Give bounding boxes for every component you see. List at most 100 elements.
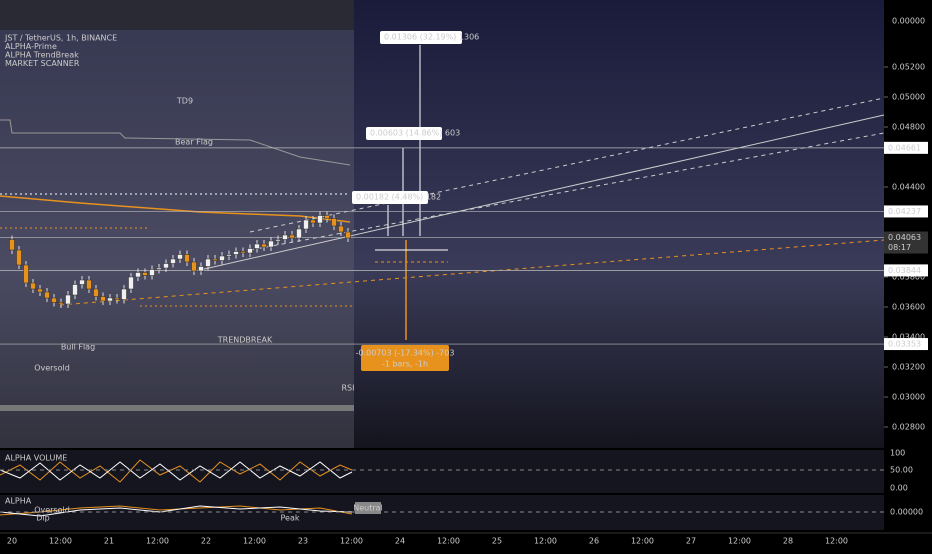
- price-tag-label: 0.03353: [888, 340, 921, 349]
- candle: [16, 249, 22, 266]
- time-label: 27: [686, 537, 696, 546]
- candle: [23, 264, 29, 284]
- legend-line: ALPHA-Prime: [5, 42, 57, 51]
- dip: Dip: [36, 514, 49, 523]
- candle: [149, 269, 155, 276]
- price-tag-label: 0.04661: [888, 143, 921, 152]
- candle: [233, 251, 239, 255]
- history-shade: [0, 0, 354, 448]
- time-label: 23: [298, 537, 308, 546]
- candle: [121, 288, 127, 300]
- candle: [268, 240, 274, 248]
- volume-pane: [0, 450, 884, 493]
- pane-title: ALPHA VOLUME: [5, 454, 67, 463]
- legend-line: JST / TetherUS, 1h, BINANCE: [4, 34, 117, 43]
- candle: [65, 294, 71, 305]
- candle: [100, 296, 106, 302]
- candle: [289, 234, 295, 239]
- volume-line: [0, 461, 353, 481]
- time-label: 12:00: [825, 537, 848, 546]
- candle: [254, 243, 260, 249]
- time-label: 12:00: [146, 537, 169, 546]
- bull-flag: Bull Flag: [61, 343, 95, 352]
- price-tick-label: 0.03600: [892, 303, 925, 312]
- down-label: -1 bars, -1h: [382, 360, 428, 369]
- bear-flag: Bear Flag: [175, 138, 213, 147]
- candle: [142, 272, 148, 276]
- candle: [303, 219, 309, 230]
- price-tag: [884, 231, 928, 254]
- candle: [282, 234, 288, 240]
- price-tag: [884, 264, 928, 277]
- scanner-strip: [0, 0, 354, 30]
- signal-strip: [0, 405, 354, 411]
- projection: [249, 132, 885, 251]
- projection: [199, 114, 885, 271]
- candle: [212, 258, 218, 261]
- rsi: RSI: [342, 384, 355, 393]
- price-tag-label: 0.04237: [888, 207, 921, 216]
- price-tick-label: 0.00000: [892, 17, 925, 26]
- candle: [324, 215, 330, 219]
- trend-line: [59, 239, 885, 306]
- pane-tick: 50.00: [890, 466, 913, 475]
- candle: [240, 251, 246, 254]
- candle: [30, 282, 36, 290]
- time-label: 22: [201, 537, 211, 546]
- candle: [156, 267, 162, 270]
- time-label: 12:00: [631, 537, 654, 546]
- legend-line: MARKET SCANNER: [5, 59, 80, 68]
- legend-line: ALPHA TrendBreak: [5, 51, 79, 60]
- candle: [205, 258, 211, 267]
- candle: [331, 218, 337, 227]
- measure-box: [380, 31, 462, 44]
- candle: [128, 276, 134, 290]
- candle: [107, 297, 113, 302]
- candle: [51, 297, 57, 303]
- candle: [296, 228, 302, 239]
- candle: [184, 254, 190, 263]
- neutral: Neutral: [353, 504, 383, 513]
- candle: [338, 225, 344, 233]
- candle: [163, 263, 169, 269]
- time-label: 12:00: [534, 537, 557, 546]
- price-tick-label: 0.03200: [892, 363, 925, 372]
- candle: [37, 288, 43, 293]
- oversold-sub: Oversold: [34, 506, 70, 515]
- candle: [72, 284, 78, 296]
- time-label: 12:00: [437, 537, 460, 546]
- price-tag: [884, 338, 928, 351]
- time-label: 12:00: [49, 537, 72, 546]
- price-tick-label: 0.03400: [892, 333, 925, 342]
- price-tick-label: 0.05000: [892, 93, 925, 102]
- measure-box: [366, 127, 442, 140]
- pane-title: ALPHA: [5, 497, 32, 506]
- candle: [261, 243, 267, 248]
- candle: [79, 279, 85, 285]
- volume-line: [0, 459, 353, 483]
- price-tag-label: 0.04063: [888, 233, 921, 242]
- neutral-box: [355, 502, 381, 514]
- time-label: 24: [395, 537, 405, 546]
- measure-label: 0.00182 (4.48%) 182: [356, 193, 441, 202]
- candle: [198, 266, 204, 272]
- price-tick-label: 0.03000: [892, 393, 925, 402]
- down-box: [361, 345, 449, 371]
- time-label: 21: [104, 537, 114, 546]
- candle: [247, 248, 253, 254]
- candle: [310, 219, 316, 224]
- osc-line: [0, 505, 353, 517]
- main-pane: [0, 0, 884, 448]
- time-label: 12:00: [243, 537, 266, 546]
- time-label: 26: [589, 537, 599, 546]
- measure-box: [352, 191, 428, 204]
- candle: [170, 258, 176, 264]
- countdown: 08:17: [888, 243, 911, 252]
- candle: [275, 239, 281, 242]
- candle: [44, 291, 50, 299]
- measure-label: 0.01306 (32.19%) 1306: [384, 33, 479, 42]
- candle: [226, 254, 232, 257]
- price-tick-label: 0.04800: [892, 123, 925, 132]
- pane-tick: 0.00: [890, 484, 908, 493]
